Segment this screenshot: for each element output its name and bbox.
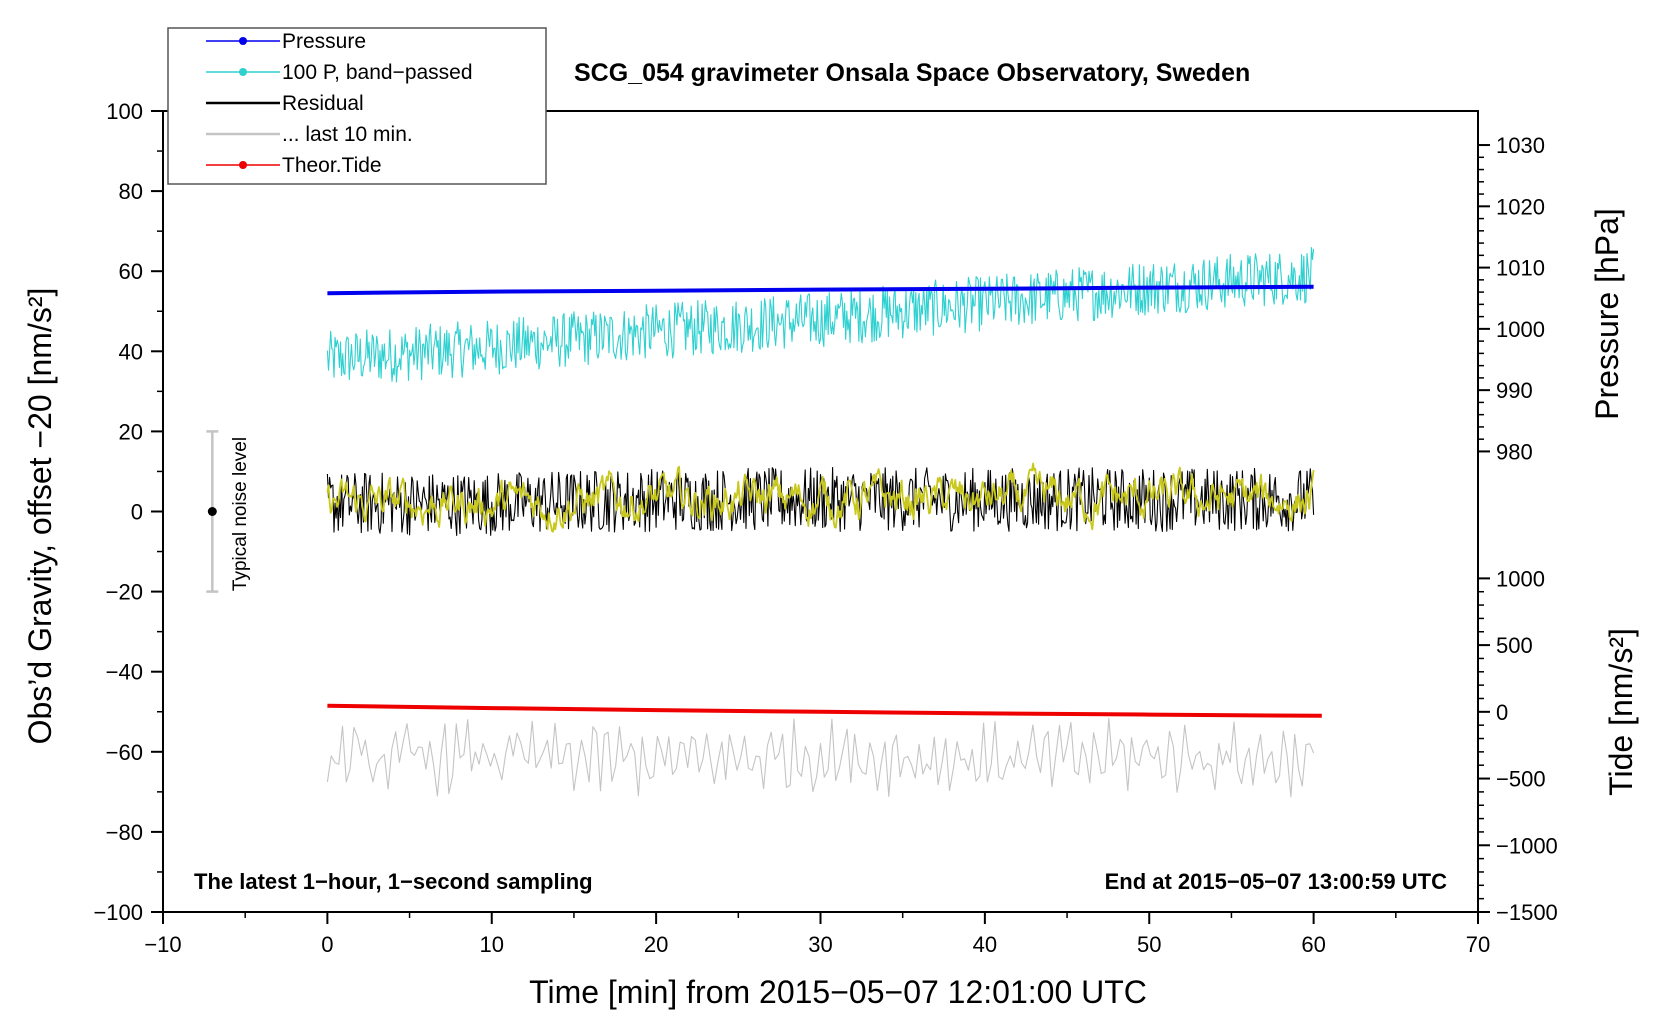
x-tick-label: 20: [644, 932, 668, 957]
tide-tick-label: −500: [1496, 767, 1546, 792]
legend-label: ... last 10 min.: [282, 123, 413, 146]
pressure-tick-label: 980: [1496, 439, 1533, 464]
x-tick-label: 40: [973, 932, 997, 957]
pressure-tick-label: 990: [1496, 378, 1533, 403]
tide-tick-label: 0: [1496, 700, 1508, 725]
y-tick-label: 80: [119, 179, 143, 204]
series-line: [327, 703, 1322, 718]
tide-tick-label: 1000: [1496, 566, 1545, 591]
tide-axis-title: Tide [nm/s²]: [1603, 628, 1639, 796]
note-right: End at 2015−05−07 13:00:59 UTC: [1105, 869, 1448, 894]
legend-marker: [239, 161, 247, 169]
series-line: [326, 466, 1315, 536]
y-tick-label: −100: [93, 900, 143, 925]
x-tick-label: 50: [1137, 932, 1161, 957]
pressure-axis-title: Pressure [hPa]: [1589, 208, 1625, 420]
pressure-tick-label: 1030: [1496, 133, 1545, 158]
y-tick-label: −20: [106, 580, 143, 605]
legend-label: Pressure: [282, 30, 366, 53]
legend-label: Theor.Tide: [282, 154, 382, 177]
tide-tick-label: −1000: [1496, 833, 1558, 858]
y-tick-label: −60: [106, 740, 143, 765]
axes-layer: −10 0 10 20 30 40 50 60 70−100−80−60−40−20020406…: [93, 99, 1557, 957]
note-left: The latest 1−hour, 1−second sampling: [194, 869, 593, 894]
tide-tick-label: −1500: [1496, 900, 1558, 925]
text-layer: SCG_054 gravimeter Onsala Space Observat…: [22, 59, 1639, 1010]
legend-marker: [239, 37, 247, 45]
y-tick-label: 0: [131, 500, 143, 525]
series-line: [327, 284, 1314, 296]
pressure-tick-label: 1020: [1496, 194, 1545, 219]
x-tick-label: 30: [808, 932, 832, 957]
legend-label: Residual: [282, 92, 364, 115]
legend-marker: [239, 68, 247, 76]
x-tick-label: 70: [1466, 932, 1490, 957]
series-line: [326, 462, 1315, 533]
pressure-tick-label: 1000: [1496, 317, 1545, 342]
x-tick-label: −10: [144, 932, 181, 957]
noise-bar-label: Typical noise level: [230, 437, 251, 591]
series-layer: [326, 247, 1322, 798]
noise-bar-center-dot: [207, 507, 217, 516]
tide-tick-label: 500: [1496, 633, 1533, 658]
x-tick-label: 10: [480, 932, 504, 957]
y-tick-label: −40: [106, 660, 143, 685]
y-tick-label: 100: [106, 99, 143, 124]
y-tick-label: 60: [119, 259, 143, 284]
x-axis-title: Time [min] from 2015−05−07 12:01:00 UTC: [529, 974, 1147, 1010]
legend-label: 100 P, band−passed: [282, 61, 473, 84]
legend-box: [167, 27, 547, 185]
y-tick-label: −80: [106, 820, 143, 845]
series-line: [326, 247, 1315, 383]
series-line: [326, 717, 1315, 798]
legend: Pressure 100 P, band−passed Residual ... la…: [167, 27, 547, 185]
y-tick-label: 40: [119, 339, 143, 364]
y-axis-title: Obs’d Gravity, offset −20 [nm/s²]: [22, 288, 58, 745]
x-tick-label: 60: [1301, 932, 1325, 957]
pressure-tick-label: 1010: [1496, 256, 1545, 281]
y-tick-label: 20: [119, 419, 143, 444]
x-tick-label: 0: [321, 932, 333, 957]
chart-title: SCG_054 gravimeter Onsala Space Observat…: [574, 59, 1250, 87]
